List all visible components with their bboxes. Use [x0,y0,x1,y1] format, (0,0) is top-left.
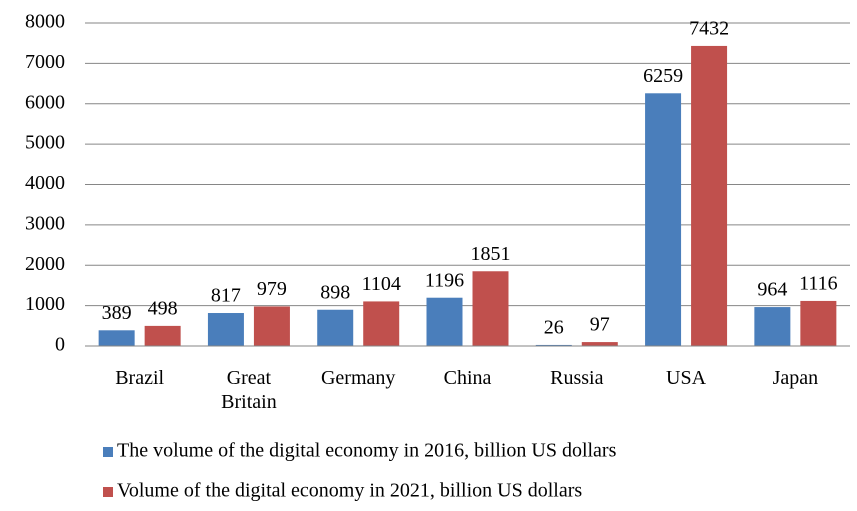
y-tick-label: 5000 [25,132,65,154]
data-label: 498 [148,297,178,319]
y-tick-label: 2000 [25,253,65,275]
legend-swatch [103,447,113,457]
data-label: 389 [102,302,132,324]
data-label: 817 [211,285,241,307]
bar [363,301,400,346]
y-tick-label: 7000 [25,51,65,73]
bar [253,306,290,346]
data-label: 26 [544,317,564,339]
y-tick-label: 6000 [25,91,65,113]
data-label: 898 [320,281,350,303]
legend-label: Volume of the digital economy in 2021, b… [117,480,582,502]
data-label: 1851 [471,243,511,265]
data-label: 979 [257,278,287,300]
bar [144,325,181,346]
bar [800,300,837,346]
legend-label: The volume of the digital economy in 201… [117,440,617,462]
data-label: 97 [590,314,610,336]
data-label: 7432 [689,18,729,40]
y-tick-label: 8000 [25,11,65,33]
x-tick-label: Japan [772,367,819,389]
bar [581,342,618,346]
bar [754,307,791,346]
bar [98,330,135,346]
bar [645,93,682,346]
y-tick-label: 0 [55,334,65,356]
y-tick-label: 1000 [25,293,65,315]
x-tick-label: China [443,367,492,389]
data-label: 964 [757,279,787,301]
data-label: 1116 [799,273,838,295]
x-tick-label: Germany [320,367,396,389]
bar [317,309,354,346]
y-tick-label: 3000 [25,212,65,234]
x-tick-label: Great Britain [221,367,277,413]
data-label: 1196 [425,269,464,291]
x-tick-label: Russia [550,367,604,389]
bar [207,313,244,346]
y-tick-label: 4000 [25,172,65,194]
x-tick-label: USA [666,367,707,389]
bar [426,297,463,346]
x-tick-label: Brazil [115,367,165,389]
data-label: 6259 [643,65,683,87]
bar [535,344,572,346]
bar [472,271,509,346]
bar [691,45,728,347]
data-label: 1104 [362,273,401,295]
legend-swatch [103,487,113,497]
